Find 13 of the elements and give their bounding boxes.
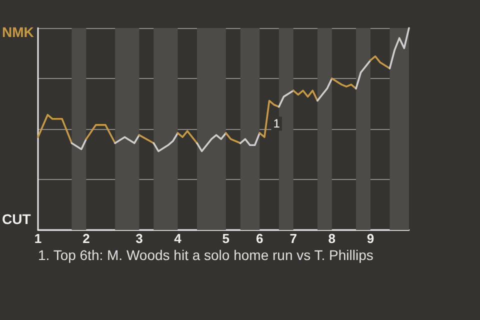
- text: CUT: [2, 211, 32, 227]
- annotation: 1: [273, 116, 280, 131]
- x-tick-label: 8: [328, 231, 336, 246]
- x-tick-label: 7: [290, 231, 297, 246]
- text: 1. Top 6th: M. Woods hit a solo home run vs T. Phillips: [38, 247, 374, 263]
- x-tick-label: 3: [136, 231, 143, 246]
- x-tick-label: 4: [174, 231, 182, 246]
- x-tick-label: 5: [222, 231, 230, 246]
- x-tick-label: 9: [366, 231, 374, 246]
- x-tick-label: 6: [256, 231, 264, 246]
- x-tick-label: 2: [82, 231, 90, 246]
- text: NMK: [2, 24, 34, 40]
- x-tick-label: 1: [34, 231, 42, 246]
